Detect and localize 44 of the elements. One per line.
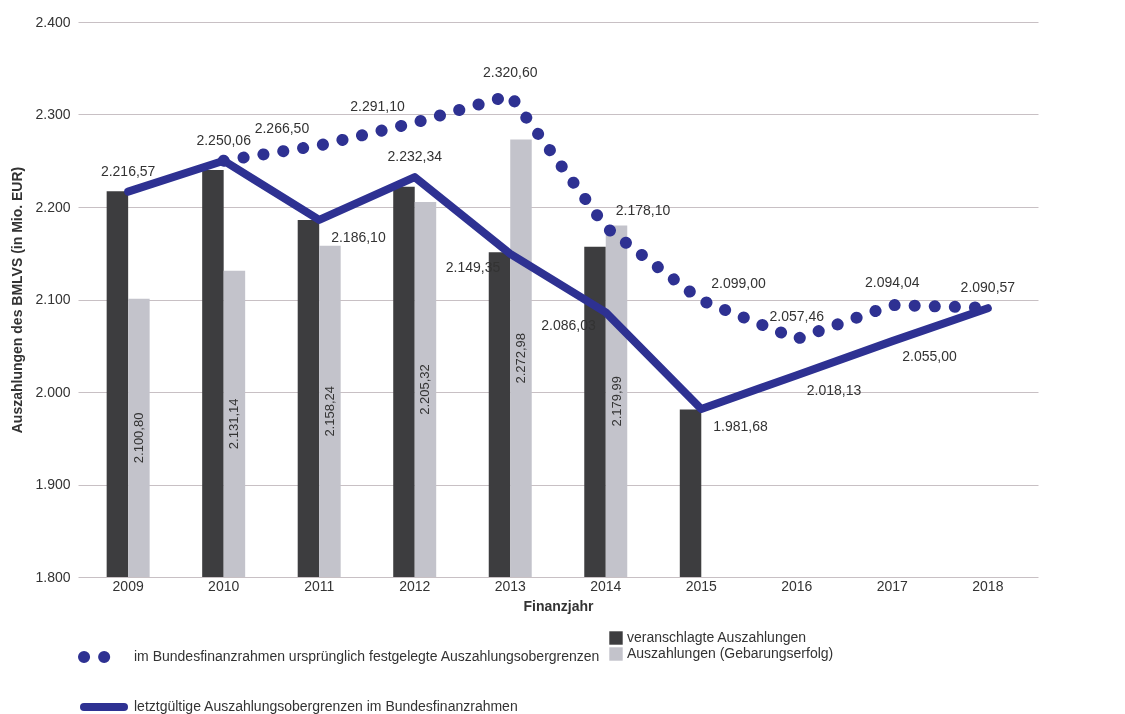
legend-label: im Bundesfinanzrahmen ursprünglich festgelegte Auszahlungsobergrenzen bbox=[134, 648, 600, 664]
x-tick-label: 2011 bbox=[304, 577, 335, 594]
data-label: 2.099,00 bbox=[711, 275, 766, 292]
data-label: 2.320,60 bbox=[482, 64, 538, 81]
x-tick-label: 2010 bbox=[208, 577, 240, 594]
x-tick-label: 2018 bbox=[972, 577, 1004, 594]
data-label: 2.018,13 bbox=[806, 382, 862, 399]
y-tick-label: 2.400 bbox=[35, 13, 71, 30]
data-label: 2.131,14 bbox=[226, 398, 242, 450]
y-axis-title: Auszahlungen des BMLVS (in Mio. EUR) bbox=[9, 166, 26, 434]
data-label: 2.178,10 bbox=[615, 202, 671, 219]
data-label: 2.291,10 bbox=[350, 97, 405, 114]
legend-label: Auszahlungen (Gebarungserfolg) bbox=[627, 645, 834, 661]
x-tick-label: 2013 bbox=[494, 577, 527, 594]
legend-label: veranschlagte Auszahlungen bbox=[627, 629, 807, 645]
data-label: 2.057,46 bbox=[769, 307, 825, 324]
data-label: 2.232,34 bbox=[387, 148, 443, 165]
data-label: 2.250,06 bbox=[196, 131, 252, 148]
data-label: 2.272,98 bbox=[512, 332, 528, 384]
y-tick-label: 1.900 bbox=[35, 476, 71, 492]
data-label: 2.179,99 bbox=[608, 375, 624, 427]
data-label: 2.158,24 bbox=[321, 386, 337, 437]
x-tick-label: 2017 bbox=[876, 577, 909, 594]
x-tick-label: 2016 bbox=[781, 577, 813, 594]
data-label: 2.186,10 bbox=[331, 228, 386, 245]
x-tick-label: 2015 bbox=[685, 577, 718, 594]
x-axis-title: Finanzjahr bbox=[523, 597, 595, 614]
x-tick-label: 2014 bbox=[590, 577, 622, 594]
x-tick-label: 2012 bbox=[399, 577, 431, 594]
data-label: 2.205,32 bbox=[417, 364, 433, 415]
y-tick-label: 1.800 bbox=[35, 568, 71, 585]
y-tick-label: 2.300 bbox=[35, 106, 71, 122]
data-label: 2.055,00 bbox=[902, 348, 958, 365]
data-label: 2.100,80 bbox=[130, 412, 146, 464]
data-label: 2.094,04 bbox=[865, 274, 920, 291]
data-label: 2.266,50 bbox=[254, 120, 310, 137]
legend-label: letztgültige Auszahlungsobergrenzen im Bundesfinanzrahmen bbox=[134, 698, 518, 714]
data-label: 2.090,57 bbox=[960, 279, 1016, 296]
y-tick-label: 2.000 bbox=[35, 383, 71, 400]
y-tick-label: 2.200 bbox=[35, 198, 71, 215]
x-tick-label: 2009 bbox=[112, 577, 144, 594]
data-label: 2.216,57 bbox=[100, 162, 156, 179]
y-tick-label: 2.100 bbox=[35, 291, 71, 307]
data-label: 1.981,68 bbox=[713, 417, 768, 434]
